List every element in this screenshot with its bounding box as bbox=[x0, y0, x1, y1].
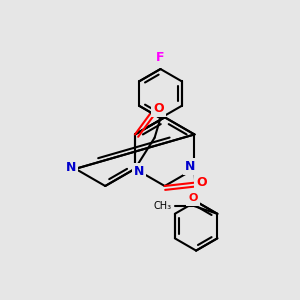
Text: F: F bbox=[156, 51, 165, 64]
Text: N: N bbox=[185, 160, 196, 173]
Text: O: O bbox=[154, 102, 164, 115]
Text: CH₃: CH₃ bbox=[153, 201, 172, 211]
Text: O: O bbox=[188, 194, 197, 203]
Text: O: O bbox=[196, 176, 207, 189]
Text: N: N bbox=[65, 161, 76, 174]
Text: N: N bbox=[134, 165, 144, 178]
